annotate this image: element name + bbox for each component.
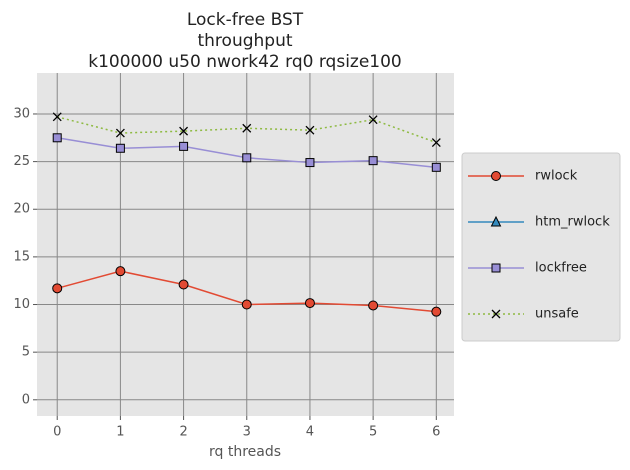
legend-label: lockfree <box>535 261 587 276</box>
y-tick-label: 20 <box>13 202 30 217</box>
marker <box>115 266 126 277</box>
y-tick-label: 25 <box>13 154 30 169</box>
marker <box>368 300 379 311</box>
marker <box>431 162 441 172</box>
x-tick-label: 4 <box>306 425 314 440</box>
y-tick-label: 15 <box>13 249 30 264</box>
marker <box>179 141 189 151</box>
x-tick-label: 2 <box>179 425 187 440</box>
chart-title: Lock-free BST <box>187 10 304 30</box>
x-tick-label: 3 <box>243 425 251 440</box>
marker <box>368 156 378 166</box>
y-tick-label: 0 <box>22 392 30 407</box>
marker <box>52 133 62 143</box>
legend-marker <box>490 215 502 227</box>
marker <box>431 138 441 148</box>
chart-title: k100000 u50 nwork42 rq0 rqsize100 <box>88 52 402 72</box>
x-tick-label: 1 <box>116 425 124 440</box>
marker <box>431 306 442 317</box>
x-tick-label: 5 <box>369 425 377 440</box>
legend-label: htm_rwlock <box>535 215 610 230</box>
marker <box>179 126 189 136</box>
x-tick-label: 6 <box>432 425 440 440</box>
x-tick-label: 0 <box>53 425 61 440</box>
marker <box>305 125 315 135</box>
y-tick-label: 30 <box>13 106 30 121</box>
legend-label: unsafe <box>535 307 579 322</box>
marker <box>241 299 252 310</box>
marker <box>242 153 252 163</box>
marker <box>368 115 378 125</box>
chart-title: throughput <box>197 31 292 51</box>
x-axis-label: rq threads <box>209 444 281 460</box>
legend <box>461 152 621 342</box>
legend-marker <box>491 263 501 273</box>
marker <box>52 112 62 122</box>
marker <box>115 128 125 138</box>
marker <box>242 123 252 133</box>
legend-label: rwlock <box>535 169 578 184</box>
plot-area <box>37 73 454 416</box>
legend-marker <box>491 171 501 181</box>
marker <box>305 158 315 168</box>
marker <box>304 298 315 309</box>
y-tick-label: 5 <box>22 345 30 360</box>
marker <box>178 279 189 290</box>
marker <box>115 143 125 153</box>
marker <box>52 283 63 294</box>
y-tick-label: 10 <box>13 297 30 312</box>
legend-marker <box>491 309 501 319</box>
